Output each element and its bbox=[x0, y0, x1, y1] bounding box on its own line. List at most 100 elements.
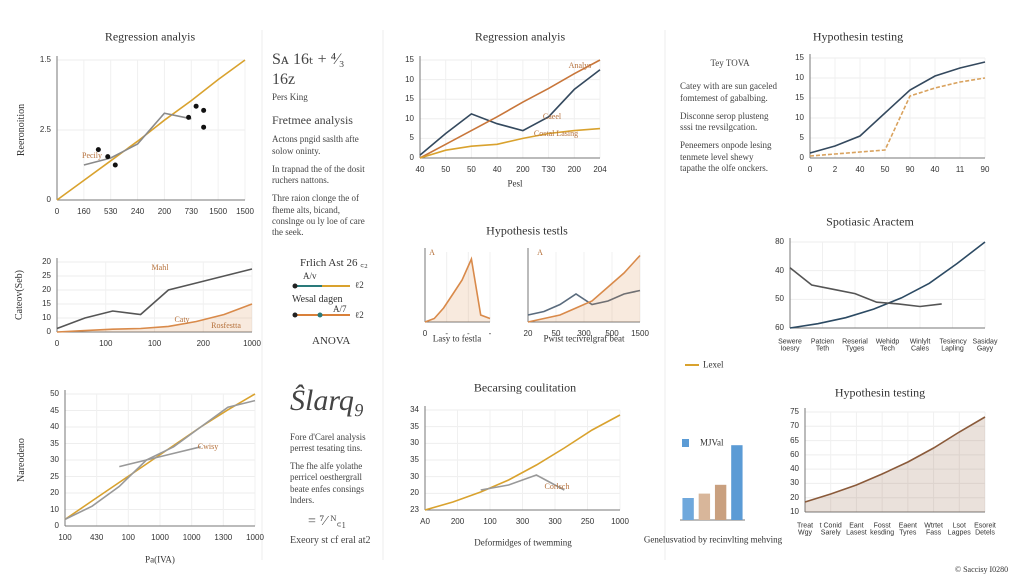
x-tick-label: A0 bbox=[420, 516, 430, 526]
y-tick-label: 30 bbox=[410, 471, 419, 481]
annotation: Rosfestta bbox=[211, 320, 241, 330]
x-tick-label: 0 bbox=[807, 164, 813, 174]
legend-label: A/v bbox=[303, 271, 317, 281]
y-tick-label: 15 bbox=[795, 92, 804, 102]
x-tick-label: - bbox=[445, 328, 448, 338]
x-tick-label: 50 bbox=[466, 164, 476, 174]
y-tick-label: 70 bbox=[790, 421, 799, 431]
y-tick-label: 30 bbox=[50, 454, 59, 464]
heading: Fretmee analysis bbox=[272, 113, 353, 128]
legend-footer: ANOVA bbox=[312, 335, 351, 347]
x-tick-label: 200 bbox=[567, 164, 581, 174]
y-tick-label: 20 bbox=[50, 487, 59, 497]
x-tick-label: - bbox=[466, 328, 470, 338]
x-tick-label: Fosst kesding bbox=[870, 522, 895, 537]
x-tick-label: 0 bbox=[54, 206, 60, 216]
x-axis-label: Genelusvatiod by recinvlting mehving bbox=[643, 534, 783, 545]
x-tick-label: 0 bbox=[422, 328, 428, 338]
x-axis-label: Pesl bbox=[507, 178, 523, 189]
line bbox=[56, 268, 253, 330]
y-axis-label: Cateov(Seb) bbox=[13, 270, 25, 320]
annotation: Caty bbox=[174, 314, 190, 324]
x-tick-label: 300 bbox=[548, 516, 562, 526]
annotation: A bbox=[537, 247, 543, 257]
footer: © Saccisy I0280 bbox=[955, 565, 1009, 574]
x-tick-label: 200 bbox=[516, 164, 530, 174]
x-tick-label: 40 bbox=[855, 164, 865, 174]
x-tick-label: Reserial Tyges bbox=[842, 338, 868, 353]
y-tick-label: 2.5 bbox=[39, 124, 51, 134]
y-tick-label: 10 bbox=[50, 504, 59, 514]
x-tick-label: 20 bbox=[523, 328, 533, 338]
line bbox=[789, 267, 942, 308]
y-tick-label: 65 bbox=[790, 435, 799, 445]
scatter-point bbox=[112, 162, 118, 168]
scatter-point bbox=[95, 147, 101, 153]
y-tick-label: 10 bbox=[42, 312, 51, 322]
y-tick-label: 35 bbox=[50, 438, 59, 448]
line bbox=[424, 414, 621, 511]
chart-title: Spotiasic Aractem bbox=[826, 214, 914, 229]
y-tick-label: 50 bbox=[50, 388, 59, 398]
y-tick-label: 40 bbox=[790, 463, 799, 473]
line bbox=[527, 254, 641, 323]
annotation: Pecily bbox=[82, 150, 102, 160]
line bbox=[83, 112, 192, 166]
y-tick-label: 10 bbox=[405, 113, 414, 123]
chart-title: Regression analyis bbox=[474, 29, 566, 44]
x-tick-label: 1000 bbox=[246, 532, 264, 542]
annotation: Mahl bbox=[151, 262, 169, 272]
line bbox=[809, 61, 986, 154]
annotation: Caeel bbox=[542, 111, 562, 121]
x-tick-label: 11 bbox=[955, 164, 965, 174]
x-tick-label: 100 bbox=[483, 516, 497, 526]
x-tick-label: Sasiday Gayy bbox=[972, 338, 998, 353]
legend-title: Frlich Ast 26 ꜀₂ bbox=[300, 257, 368, 269]
legend-label: MJVal bbox=[700, 437, 724, 448]
x-tick-label: - bbox=[488, 328, 492, 338]
legend-value: ℓ2 bbox=[355, 280, 364, 290]
legend-label: A/7 bbox=[333, 304, 347, 314]
legend-dot bbox=[292, 312, 298, 318]
x-tick-label: 40 bbox=[492, 164, 502, 174]
note2: Ŝlarq₉ Fore d'Carel analysis perrest tes… bbox=[290, 382, 380, 547]
y-tick-label: 20 bbox=[410, 488, 419, 498]
annotation: A bbox=[429, 247, 435, 257]
x-tick-label: Eaent Tyres bbox=[898, 522, 917, 537]
y-tick-label: 60 bbox=[775, 322, 784, 332]
y-tick-label: 15 bbox=[405, 93, 414, 103]
x-tick-label: 300 bbox=[515, 516, 530, 526]
line bbox=[64, 399, 256, 521]
y-tick-label: 5 bbox=[409, 133, 414, 143]
x-tick-label: 50 bbox=[441, 164, 451, 174]
line bbox=[424, 256, 491, 323]
paragraph: Actons pngid saslth afte solow oninty. bbox=[272, 134, 359, 156]
chart-title: Becarsing coulitation bbox=[473, 380, 577, 395]
x-tick-label: 1500 bbox=[631, 328, 649, 338]
annotation: Corlsch bbox=[544, 481, 570, 491]
scatter-point bbox=[201, 107, 207, 113]
y-tick-label: 10 bbox=[795, 112, 804, 122]
paragraph: Disconne serop plusteng sssi tne revsilg… bbox=[680, 110, 769, 132]
x-tick-label: 40 bbox=[415, 164, 425, 174]
y-tick-label: 75 bbox=[790, 406, 799, 416]
y-tick-label: 5 bbox=[799, 132, 804, 142]
chart-title: Hypothesis testls bbox=[486, 223, 568, 238]
heading: Tey TOVA bbox=[710, 58, 750, 68]
x-tick-label: 160 bbox=[77, 206, 91, 216]
x-tick-label: Wehidp Tech bbox=[875, 338, 900, 353]
y-tick-label: 20 bbox=[790, 492, 799, 502]
x-tick-label: Lsot Lagpes bbox=[947, 522, 971, 537]
legend-dot bbox=[292, 283, 298, 289]
area bbox=[805, 417, 985, 512]
y-tick-label: 30 bbox=[790, 478, 799, 488]
x-tick-label: 100 bbox=[99, 338, 113, 348]
x-tick-label: 1000 bbox=[151, 532, 169, 542]
y-tick-label: 0 bbox=[799, 152, 804, 162]
line bbox=[804, 416, 986, 503]
x-tick-label: T30 bbox=[541, 164, 556, 174]
x-tick-label: 0 bbox=[54, 338, 60, 348]
x-tick-label: Patcien Teth bbox=[810, 338, 835, 353]
legend-label: Lexel bbox=[703, 359, 724, 370]
x-tick-label: 2 bbox=[832, 164, 838, 174]
